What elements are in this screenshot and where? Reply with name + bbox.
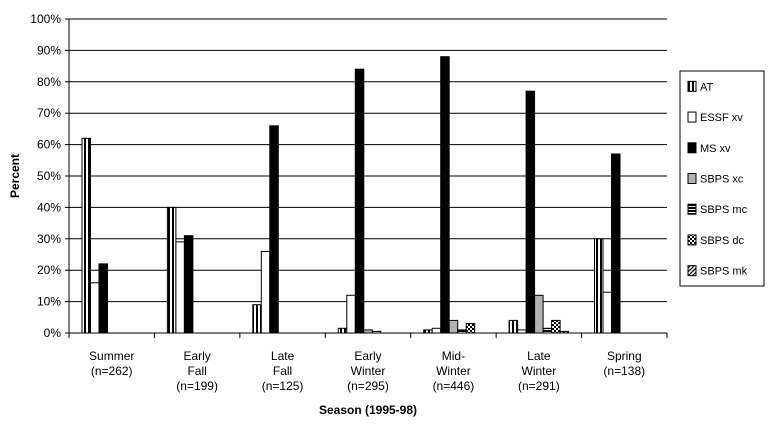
x-tick-label: Late Fall (n=125) <box>262 349 304 393</box>
bar-ms-xv <box>440 56 450 334</box>
bar-at <box>166 206 177 334</box>
y-tick-label: 30% <box>37 232 61 246</box>
x-axis-title: Season (1995-98) <box>319 403 417 417</box>
bar-ms-xv <box>354 68 365 334</box>
y-tick-label: 100% <box>30 12 61 26</box>
bar-ms-xv <box>525 90 536 334</box>
y-tick-label: 50% <box>37 169 61 183</box>
legend-swatch <box>687 203 697 215</box>
y-tick-label: 60% <box>37 138 61 152</box>
legend-label: SBPS mc <box>700 204 748 216</box>
bar-at <box>337 327 348 334</box>
legend-label: SBPS mk <box>700 266 748 278</box>
legend: AT ESSF xv MS xv SBPS xc SBPS mc SBPS dc SBPS … <box>679 70 765 287</box>
y-tick-label: 20% <box>37 263 61 277</box>
legend-swatch <box>687 142 697 154</box>
y-tick-label: 90% <box>37 43 61 57</box>
x-tick-label: Early Winter (n=295) <box>347 349 389 393</box>
legend-swatch <box>687 80 697 92</box>
legend-label: SBPS xc <box>700 174 744 186</box>
bar-sbps-xc <box>448 319 459 334</box>
bar-essf-xv <box>260 250 271 334</box>
bar-essf-xv <box>175 241 185 334</box>
bar-essf-xv <box>90 282 100 334</box>
legend-label: SBPS dc <box>700 235 745 247</box>
bar-ms-xv <box>269 125 279 334</box>
y-axis-title: Percent <box>8 154 22 198</box>
bar-essf-xv <box>431 327 442 334</box>
bar-sbps-dc <box>465 323 476 334</box>
bar-at <box>594 238 604 334</box>
bar-at <box>508 319 519 334</box>
x-tick-label: Spring (n=138) <box>603 349 645 378</box>
gridlines <box>69 18 667 303</box>
legend-swatch <box>687 173 697 184</box>
bar-ms-xv <box>98 263 108 334</box>
legend-box <box>679 70 765 287</box>
legend-swatch <box>687 234 697 246</box>
legend-label: MS xv <box>700 143 731 155</box>
legend-label: AT <box>700 81 714 93</box>
y-tick-label: 80% <box>37 75 61 89</box>
axes: 0% 10% 20% 30% 40% 50% 60% 70% 80% 90% 100% Summer(… <box>30 12 668 393</box>
bar-at <box>81 137 91 334</box>
y-tick-label: 0% <box>44 326 62 340</box>
y-tick-label: 10% <box>37 295 61 309</box>
bar-sbps-dc <box>551 319 561 334</box>
x-tick-label: Early Fall (n=199) <box>176 349 218 393</box>
bar-ms-xv <box>183 235 194 334</box>
bars <box>81 56 621 334</box>
bar-ms-xv <box>611 153 621 334</box>
x-tick-label: Summer (n=262) <box>89 349 134 378</box>
legend-swatch <box>687 111 697 123</box>
bar-sbps-mc <box>542 327 553 334</box>
bar-essf-xv <box>602 291 612 334</box>
y-tick-label: 40% <box>37 200 61 214</box>
y-tick-label: 70% <box>37 106 61 120</box>
bar-at <box>252 304 262 334</box>
x-tick-label: Late Winter (n=291) <box>518 349 560 393</box>
x-tick-label: Mid-Winter (n=446) <box>433 349 475 393</box>
bar-sbps-xc <box>534 294 544 334</box>
legend-label: ESSF xv <box>700 112 743 124</box>
bar-essf-xv <box>346 294 356 334</box>
legend-swatch <box>687 265 697 277</box>
